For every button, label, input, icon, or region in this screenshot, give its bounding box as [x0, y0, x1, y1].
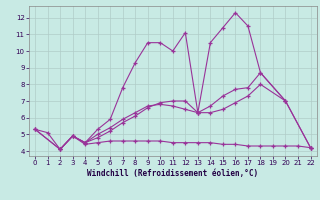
- X-axis label: Windchill (Refroidissement éolien,°C): Windchill (Refroidissement éolien,°C): [87, 169, 258, 178]
